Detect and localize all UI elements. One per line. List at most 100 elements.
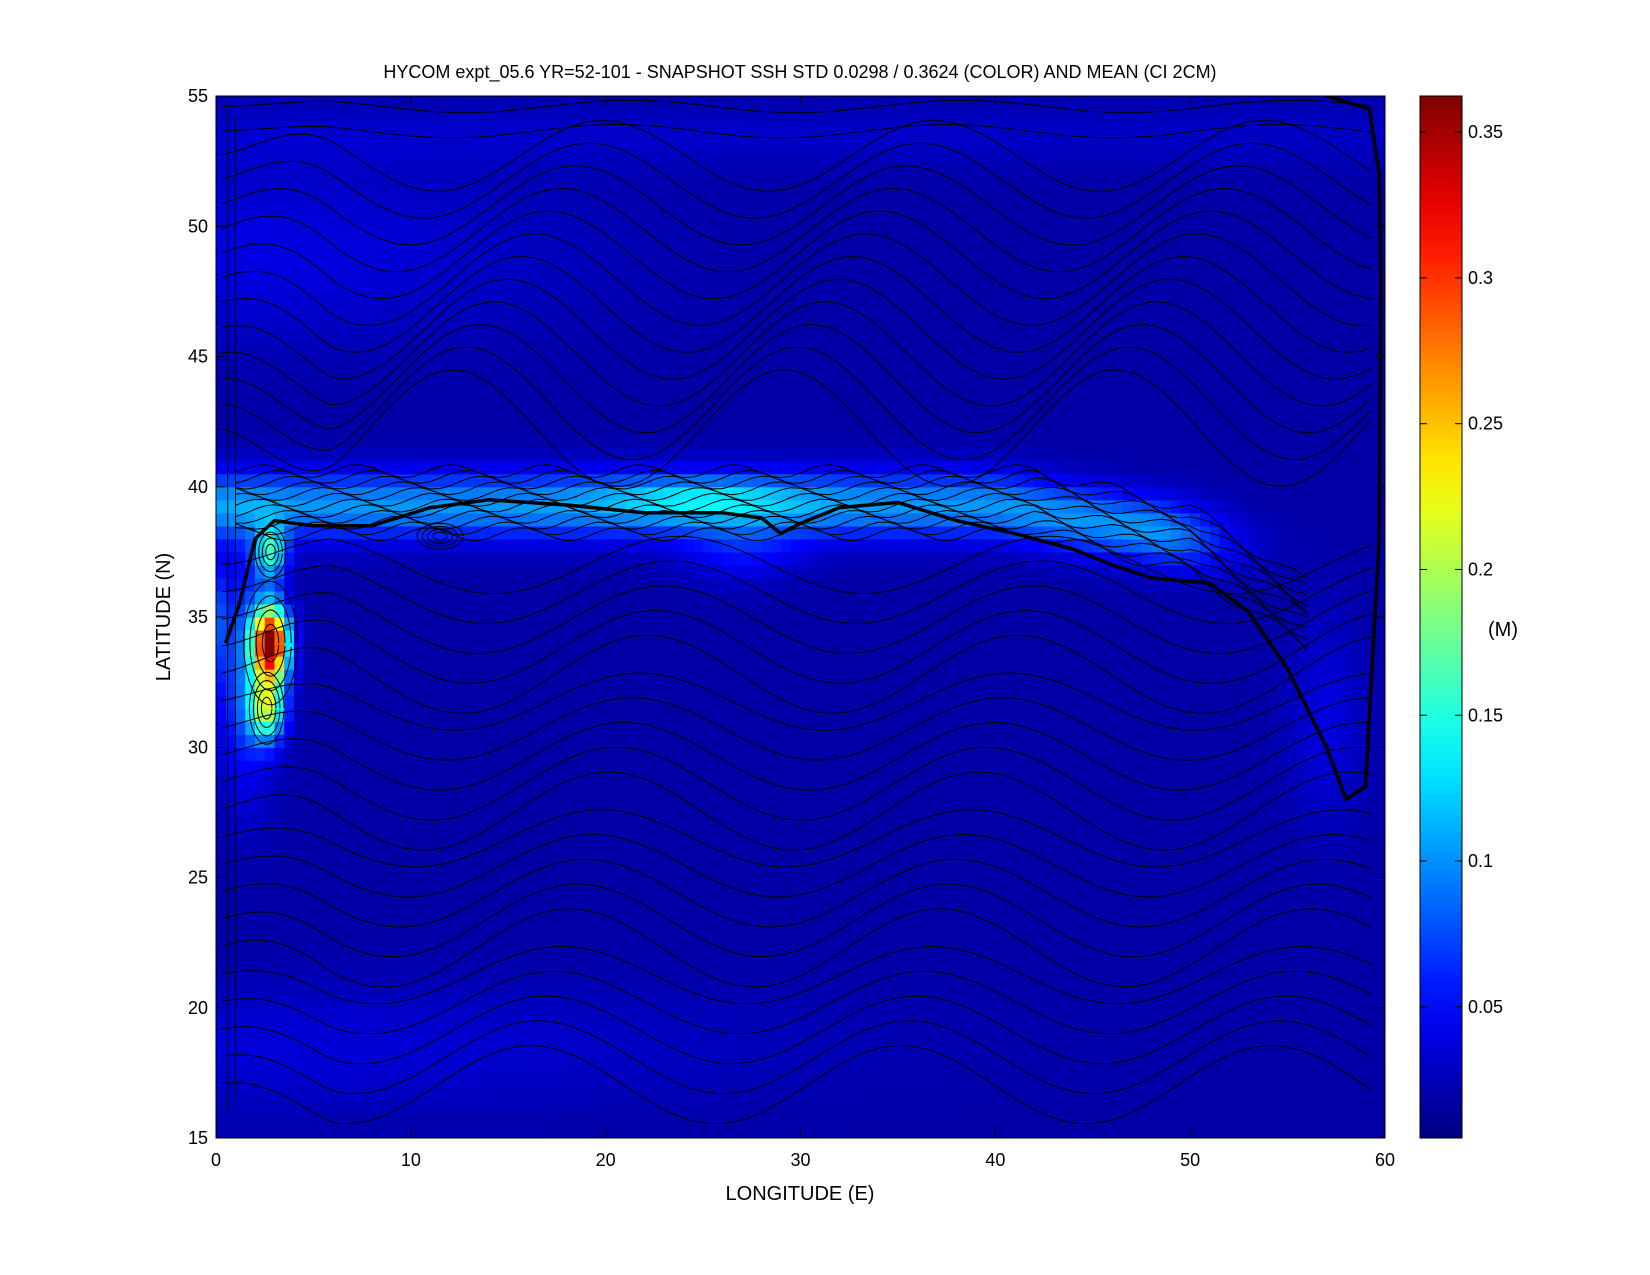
heatmap-cell	[479, 148, 490, 162]
heatmap-cell	[284, 304, 295, 319]
heatmap-cell	[342, 708, 353, 722]
heatmap-cell	[225, 747, 237, 761]
heatmap-cell	[488, 682, 500, 696]
heatmap-cell	[303, 603, 315, 618]
heatmap-cell	[401, 239, 412, 253]
heatmap-cell	[469, 877, 480, 892]
heatmap-cell	[693, 1059, 704, 1074]
heatmap-cell	[401, 395, 412, 410]
heatmap-cell	[595, 213, 607, 227]
heatmap-cell	[595, 656, 607, 670]
heatmap-cell	[381, 343, 392, 358]
heatmap-cell	[274, 551, 285, 566]
heatmap-cell	[459, 799, 470, 813]
heatmap-cell	[410, 421, 422, 436]
heatmap-cell	[634, 799, 646, 813]
heatmap-cell	[547, 1033, 558, 1048]
heatmap-cell	[527, 968, 539, 983]
heatmap-cell	[790, 161, 802, 175]
heatmap-cell	[352, 994, 363, 1009]
heatmap-cell	[654, 1072, 665, 1087]
heatmap-cell	[264, 786, 276, 800]
heatmap-cell	[479, 96, 490, 110]
heatmap-cell	[469, 1124, 480, 1138]
heatmap-cell	[732, 1072, 743, 1087]
heatmap-cell	[664, 135, 675, 149]
heatmap-cell	[274, 812, 285, 826]
heatmap-cell	[410, 708, 422, 722]
heatmap-cell	[761, 343, 772, 358]
heatmap-cell	[420, 838, 431, 853]
heatmap-cell	[508, 1072, 519, 1087]
heatmap-cell	[664, 877, 675, 892]
heatmap-cell	[712, 708, 724, 722]
heatmap-cell	[293, 1072, 305, 1087]
heatmap-cell	[576, 486, 587, 501]
heatmap-cell	[371, 447, 383, 462]
heatmap-cell	[595, 135, 607, 149]
heatmap-cell	[410, 669, 422, 683]
heatmap-cell	[254, 434, 266, 449]
heatmap-cell	[410, 200, 422, 214]
heatmap-cell	[703, 760, 714, 774]
heatmap-cell	[274, 1111, 285, 1126]
heatmap-cell	[751, 538, 763, 553]
heatmap-cell	[527, 577, 539, 592]
heatmap-cell	[225, 538, 237, 553]
heatmap-cell	[517, 252, 529, 266]
heatmap-cell	[722, 981, 733, 996]
heatmap-cell	[732, 538, 743, 553]
heatmap-cell	[664, 630, 675, 644]
heatmap-cell	[323, 538, 334, 553]
heatmap-cell	[683, 291, 694, 305]
heatmap-cell	[537, 1033, 548, 1048]
heatmap-cell	[391, 734, 402, 748]
heatmap-cell	[352, 226, 363, 240]
heatmap-cell	[342, 239, 353, 253]
heatmap-cell	[381, 994, 392, 1009]
heatmap-cell	[556, 903, 568, 918]
heatmap-cell	[625, 109, 636, 123]
heatmap-cell	[508, 356, 519, 371]
heatmap-cell	[391, 760, 402, 774]
heatmap-cell	[722, 1059, 733, 1074]
heatmap-cell	[800, 174, 811, 188]
heatmap-cell	[732, 330, 743, 345]
heatmap-cell	[235, 1059, 246, 1074]
heatmap-cell	[761, 1007, 772, 1022]
heatmap-cell	[595, 96, 607, 110]
heatmap-cell	[332, 369, 344, 384]
heatmap-cell	[498, 955, 509, 970]
heatmap-cell	[469, 994, 480, 1009]
heatmap-cell	[420, 304, 431, 319]
heatmap-cell	[586, 486, 597, 501]
heatmap-cell	[800, 1072, 811, 1087]
heatmap-cell	[488, 343, 500, 358]
heatmap-cell	[800, 213, 811, 227]
heatmap-cell	[722, 1098, 733, 1113]
heatmap-cell	[245, 252, 256, 266]
heatmap-cell	[625, 708, 636, 722]
heatmap-cell	[810, 109, 821, 123]
heatmap-cell	[498, 656, 509, 670]
heatmap-cell	[722, 434, 733, 449]
heatmap-cell	[693, 786, 704, 800]
heatmap-cell	[264, 630, 276, 644]
heatmap-cell	[634, 226, 646, 240]
heatmap-cell	[761, 304, 772, 319]
heatmap-cell	[313, 278, 324, 292]
heatmap-cell	[605, 603, 617, 618]
heatmap-cell	[216, 1098, 227, 1113]
heatmap-cell	[469, 174, 480, 188]
heatmap-cell	[556, 512, 568, 527]
heatmap-cell	[420, 786, 431, 800]
heatmap-cell	[547, 799, 558, 813]
heatmap-cell	[761, 734, 772, 748]
heatmap-cell	[420, 656, 431, 670]
heatmap-cell	[498, 304, 509, 319]
heatmap-cell	[235, 955, 246, 970]
heatmap-cell	[352, 525, 363, 540]
heatmap-cell	[683, 916, 694, 931]
heatmap-cell	[790, 499, 802, 514]
heatmap-cell	[498, 551, 509, 566]
